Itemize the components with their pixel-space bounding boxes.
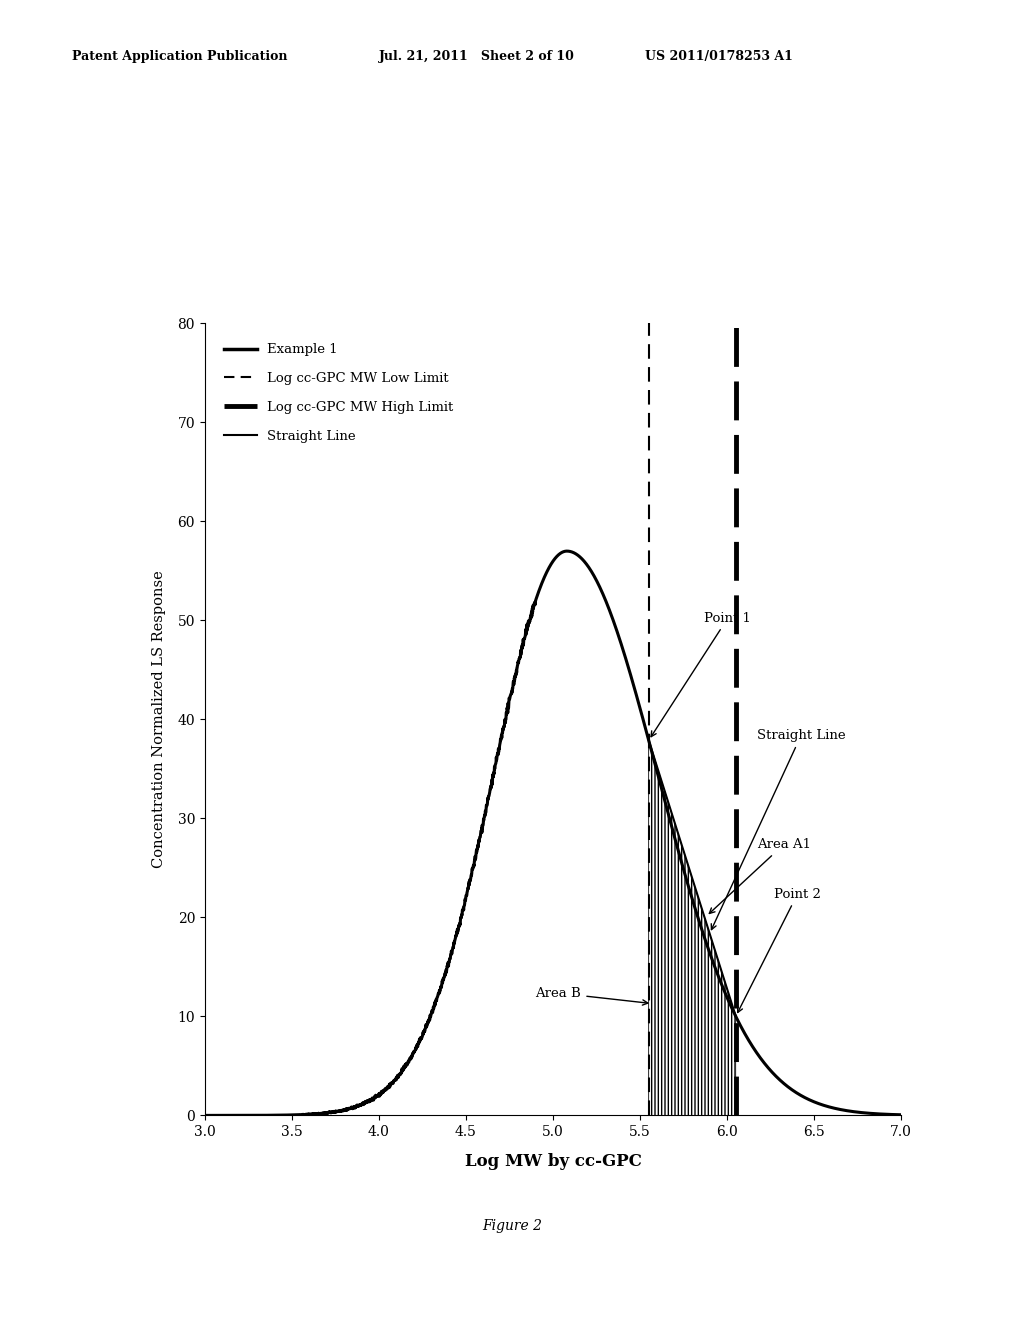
X-axis label: Log MW by cc-GPC: Log MW by cc-GPC (465, 1152, 641, 1170)
Text: Point 2: Point 2 (737, 887, 821, 1012)
Text: Patent Application Publication: Patent Application Publication (72, 50, 287, 63)
Y-axis label: Concentration Normalized LS Response: Concentration Normalized LS Response (153, 570, 166, 869)
Text: Figure 2: Figure 2 (482, 1220, 542, 1233)
Text: Area B: Area B (536, 986, 648, 1005)
Legend: Example 1, Log cc-GPC MW Low Limit, Log cc-GPC MW High Limit, Straight Line: Example 1, Log cc-GPC MW Low Limit, Log … (218, 338, 459, 447)
Text: Straight Line: Straight Line (712, 729, 845, 929)
Text: Area A1: Area A1 (710, 838, 811, 913)
Text: Point 1: Point 1 (651, 611, 752, 737)
Text: US 2011/0178253 A1: US 2011/0178253 A1 (645, 50, 793, 63)
Text: Jul. 21, 2011   Sheet 2 of 10: Jul. 21, 2011 Sheet 2 of 10 (379, 50, 574, 63)
